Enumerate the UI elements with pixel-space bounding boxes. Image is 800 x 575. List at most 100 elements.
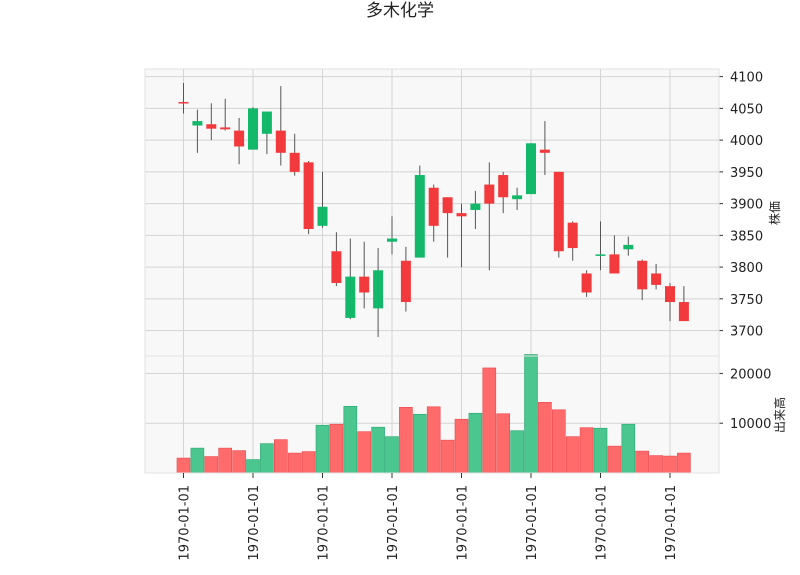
volume-bar	[357, 431, 372, 474]
x-tick-label: 1970-01-01	[525, 485, 540, 561]
volume-bar	[232, 450, 246, 474]
volume-bar	[579, 427, 594, 474]
candle-body	[345, 276, 356, 318]
candle-body	[665, 286, 675, 303]
candle-body	[331, 251, 342, 283]
candle-body	[456, 213, 467, 217]
price-tick-label: 4050	[730, 102, 763, 117]
candle-body	[526, 143, 536, 195]
volume-bar	[482, 367, 497, 474]
candle-body	[303, 162, 314, 230]
candle-body	[400, 260, 411, 303]
volume-bar	[663, 455, 677, 474]
candle-body	[595, 254, 606, 256]
volume-panel: 10000 20000	[144, 354, 771, 474]
candle-body	[623, 244, 634, 250]
candle-body	[470, 203, 481, 210]
volume-bar	[454, 418, 469, 474]
candle-body	[289, 152, 300, 172]
candle-body	[192, 121, 203, 126]
x-tick-label: 1970-01-01	[664, 485, 679, 561]
volume-bar	[246, 459, 260, 474]
x-axis: 1970-01-01 1970-01-01 1970-01-01 1970-01-01…	[178, 473, 679, 561]
volume-bar	[677, 452, 691, 474]
volume-bar	[621, 423, 636, 474]
candle-body	[512, 195, 523, 200]
candle-body	[373, 270, 384, 309]
volume-bar	[301, 451, 316, 474]
candle-body	[275, 130, 286, 153]
candle-body	[261, 111, 272, 134]
candle-body	[414, 175, 425, 258]
volume-bar	[385, 436, 399, 474]
candle-body	[581, 273, 592, 293]
chart-title: 多木化学	[366, 1, 434, 21]
price-axis-label: 株価	[767, 201, 782, 225]
candle-body	[567, 222, 578, 249]
volume-bar	[273, 439, 288, 474]
candle-body	[234, 130, 245, 147]
volume-bar	[399, 406, 413, 474]
candle-body	[678, 302, 689, 322]
candle-body	[317, 206, 328, 226]
candle-body	[359, 276, 370, 293]
volume-bar	[468, 412, 483, 474]
candle-body	[428, 187, 439, 226]
price-tick-label: 3750	[730, 293, 763, 308]
price-tick-label: 3950	[730, 166, 763, 181]
price-tick-label: 3700	[730, 325, 763, 340]
volume-bar	[204, 456, 219, 474]
price-panel: 3700 3750 3800 3850 3900 3950 4000 4050 4100	[144, 68, 763, 357]
volume-bar	[565, 436, 580, 474]
price-tick-label: 4000	[730, 134, 763, 149]
price-tick-label: 3900	[730, 198, 763, 213]
candle-body	[206, 124, 217, 129]
volume-bar	[440, 439, 455, 474]
candle-body	[609, 254, 620, 274]
candle-body	[484, 184, 495, 204]
x-tick-label: 1970-01-01	[178, 485, 193, 561]
volume-bar	[607, 445, 622, 474]
volume-bar	[190, 447, 205, 474]
x-tick-label: 1970-01-01	[317, 485, 332, 561]
volume-bar	[426, 406, 441, 474]
volume-bar	[329, 423, 344, 474]
volume-bar	[218, 447, 232, 474]
volume-bar	[176, 457, 191, 474]
volume-bar	[260, 443, 274, 474]
candle-body	[553, 171, 564, 252]
volume-bar	[524, 354, 538, 474]
volume-bar	[551, 409, 566, 474]
volume-bar	[315, 424, 330, 474]
price-tick-label: 4100	[730, 71, 763, 86]
volume-axis-label: 出来高	[772, 397, 787, 433]
candle-body	[539, 149, 550, 153]
candle-body	[248, 108, 258, 150]
volume-bar	[287, 452, 302, 474]
price-tick-label: 3800	[730, 261, 763, 276]
volume-bar	[635, 450, 650, 474]
volume-tick-label: 10000	[730, 417, 771, 432]
volume-tick-label: 20000	[730, 367, 771, 382]
candle-body	[498, 175, 509, 198]
candle-body	[651, 273, 662, 285]
volume-bar	[593, 427, 608, 474]
x-tick-label: 1970-01-01	[456, 485, 471, 561]
volume-panel-frame	[144, 355, 720, 474]
x-tick-label: 1970-01-01	[386, 485, 401, 561]
x-tick-label: 1970-01-01	[247, 485, 262, 561]
volume-bar	[649, 455, 663, 474]
candle-body	[178, 102, 189, 104]
candle-body	[387, 238, 397, 242]
volume-bar	[538, 402, 552, 474]
volume-bar	[412, 413, 427, 474]
volume-bar	[496, 413, 511, 474]
x-tick-label: 1970-01-01	[595, 485, 610, 561]
candle-body	[637, 260, 648, 290]
price-tick-label: 3850	[730, 229, 763, 244]
volume-bar	[510, 430, 524, 474]
candle-body	[220, 127, 231, 130]
volume-bar	[371, 426, 385, 474]
candle-body	[442, 197, 453, 214]
